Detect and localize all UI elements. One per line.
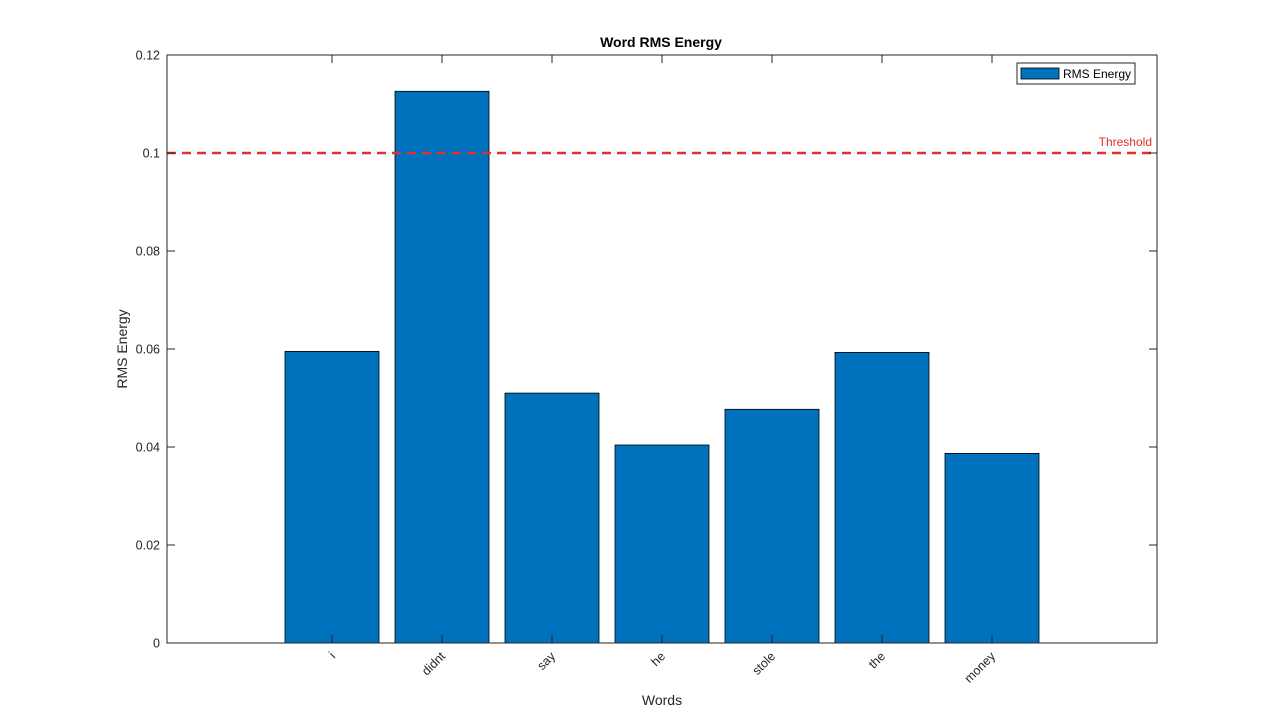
bar-he [614,444,710,644]
y-axis-label: RMS Energy [114,309,130,388]
x-axis-label: Words [642,692,682,708]
y-tick-label: 0.06 [136,343,160,357]
y-tick-label: 0.1 [143,147,160,161]
bar-stole [724,408,820,644]
y-tick-label: 0.04 [136,441,160,455]
bar-money [944,452,1040,644]
legend-label: RMS Energy [1063,67,1131,81]
bar-didnt [394,90,490,644]
threshold-label: Threshold [1099,135,1152,149]
y-axis: 0 0.02 0.04 0.06 0.08 0.1 0.12 [136,49,1157,651]
x-tick-label: i [326,649,338,661]
bar-say [504,392,600,644]
y-tick-label: 0.08 [136,245,160,259]
y-tick-label: 0.02 [136,539,160,553]
y-tick-label: 0.12 [136,49,160,63]
bars-layer [284,90,1040,644]
y-tick-label: 0 [153,637,160,651]
bar-i [284,350,380,644]
legend-swatch [1020,67,1060,80]
threshold-layer: Threshold [167,135,1157,155]
legend: RMS Energy [1016,62,1136,85]
bar-the [834,351,930,644]
chart-title: Word RMS Energy [600,34,722,50]
